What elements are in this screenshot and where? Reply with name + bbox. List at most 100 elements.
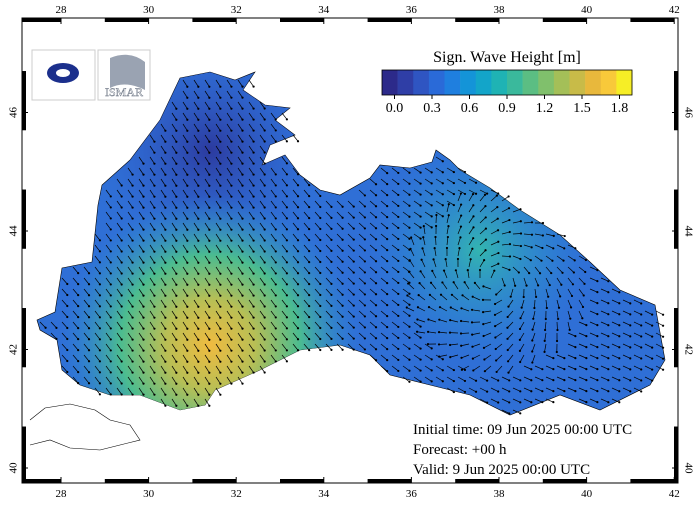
wave-arrow-head xyxy=(507,207,511,210)
wave-arrow xyxy=(204,233,210,241)
wave-arrow xyxy=(429,294,437,301)
wave-arrow xyxy=(633,365,642,370)
wave-arrow-head xyxy=(596,291,599,294)
wave-arrow xyxy=(380,266,388,273)
wave-arrow-head xyxy=(208,129,211,132)
wave-arrow xyxy=(160,233,166,241)
wave-arrow-head xyxy=(618,302,621,305)
wave-arrow-head xyxy=(186,206,189,209)
wave-arrow-head xyxy=(374,249,378,252)
colorbar-tick-label: 0.6 xyxy=(461,101,479,116)
wave-arrow-head xyxy=(452,379,455,383)
wave-arrow xyxy=(182,222,188,230)
wave-arrow-head xyxy=(618,346,621,349)
wave-arrow-head xyxy=(363,337,366,340)
wave-arrow xyxy=(193,156,199,164)
wave-arrow xyxy=(369,200,377,207)
wave-arrow xyxy=(589,354,598,359)
wave-arrow-head xyxy=(386,325,389,329)
wave-arrow-head xyxy=(552,357,555,360)
wave-arrow-head xyxy=(197,261,200,264)
wave-arrow xyxy=(347,222,354,229)
wave-arrow-head xyxy=(208,140,211,143)
wave-arrow-head xyxy=(77,283,80,286)
wave-arrow xyxy=(237,211,243,219)
wave-arrow-head xyxy=(508,255,512,258)
wave-arrow-head xyxy=(175,184,178,187)
wave-arrow-head xyxy=(120,195,123,198)
wave-arrow xyxy=(519,343,525,352)
wave-arrow xyxy=(226,145,232,153)
wave-arrow-head xyxy=(352,249,355,252)
wave-arrow-head xyxy=(109,250,112,253)
wave-arrow-head xyxy=(607,324,610,327)
wave-arrow-head xyxy=(142,371,145,374)
wave-arrow-head xyxy=(506,326,509,329)
wave-arrow xyxy=(127,277,133,285)
wave-arrow-head xyxy=(544,328,547,332)
wave-arrow xyxy=(215,178,221,186)
wave-arrow xyxy=(281,288,288,296)
wave-arrow xyxy=(94,244,101,252)
wave-arrow-head xyxy=(66,370,69,374)
wave-arrow-head xyxy=(408,182,411,185)
wave-arrow xyxy=(402,189,410,196)
wave-arrow xyxy=(303,310,310,318)
wave-arrow-head xyxy=(386,215,389,219)
wave-arrow xyxy=(424,189,432,195)
wave-arrow-head xyxy=(519,208,522,211)
wave-arrow xyxy=(259,277,265,285)
wave-arrow xyxy=(428,319,437,323)
colorbar-segment xyxy=(475,70,492,95)
wave-arrow-head xyxy=(197,272,200,275)
wave-arrow-head xyxy=(142,393,145,396)
wave-arrow xyxy=(292,244,299,252)
wave-arrow-head xyxy=(607,302,610,305)
wave-arrow xyxy=(248,101,254,109)
wave-arrow-head xyxy=(409,247,412,250)
wave-arrow xyxy=(281,211,288,219)
wave-arrow-head xyxy=(131,250,134,253)
wave-arrow xyxy=(391,288,399,295)
wave-arrow-head xyxy=(120,316,123,319)
wave-arrow xyxy=(116,299,122,307)
wave-arrow-head xyxy=(208,239,211,242)
wave-arrow xyxy=(472,332,481,335)
wave-arrow-head xyxy=(219,151,222,154)
wave-arrow xyxy=(237,90,243,98)
wave-arrow-head xyxy=(607,335,610,338)
wave-arrow-head xyxy=(319,238,322,242)
wave-arrow xyxy=(105,299,112,307)
wave-arrow-head xyxy=(197,85,200,88)
wave-arrow xyxy=(611,354,620,359)
wave-arrow-head xyxy=(241,382,244,385)
wave-arrow xyxy=(270,343,277,351)
wave-arrow-head xyxy=(460,307,463,310)
wave-arrow-head xyxy=(363,271,366,274)
wave-arrow-head xyxy=(77,316,80,319)
wave-arrow-head xyxy=(175,239,178,242)
wave-arrow xyxy=(501,255,511,257)
colorbar-segment xyxy=(585,70,602,95)
wave-arrow xyxy=(248,178,254,186)
lon-label: 38 xyxy=(494,488,506,500)
wave-arrow xyxy=(72,343,79,351)
wave-arrow xyxy=(226,134,232,142)
wave-arrow xyxy=(507,321,514,329)
wave-arrow xyxy=(270,178,277,186)
wave-arrow xyxy=(556,244,565,249)
wave-arrow xyxy=(149,167,155,175)
wave-arrow xyxy=(578,365,587,370)
wave-arrow xyxy=(600,387,609,392)
wave-arrow-head xyxy=(330,337,333,340)
wave-arrow xyxy=(358,233,366,240)
wave-arrow-head xyxy=(471,357,474,360)
wave-arrow xyxy=(600,277,609,282)
wave-arrow xyxy=(435,236,437,246)
wave-arrow-head xyxy=(629,357,632,360)
wave-arrow-head xyxy=(555,350,558,354)
wave-arrow xyxy=(545,354,554,359)
wave-arrow-head xyxy=(308,217,311,220)
wave-arrow xyxy=(204,244,210,252)
wave-arrow-head xyxy=(186,217,189,220)
